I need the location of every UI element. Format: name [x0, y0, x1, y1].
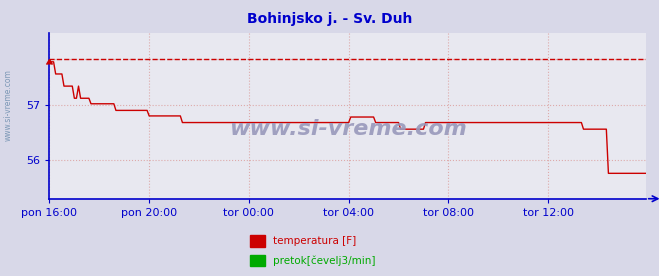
Text: pretok[čevelj3/min]: pretok[čevelj3/min] — [273, 255, 376, 266]
Text: www.si-vreme.com: www.si-vreme.com — [4, 69, 13, 141]
Text: temperatura [F]: temperatura [F] — [273, 236, 356, 246]
Text: Bohinjsko j. - Sv. Duh: Bohinjsko j. - Sv. Duh — [247, 12, 412, 26]
Text: www.si-vreme.com: www.si-vreme.com — [229, 119, 467, 139]
